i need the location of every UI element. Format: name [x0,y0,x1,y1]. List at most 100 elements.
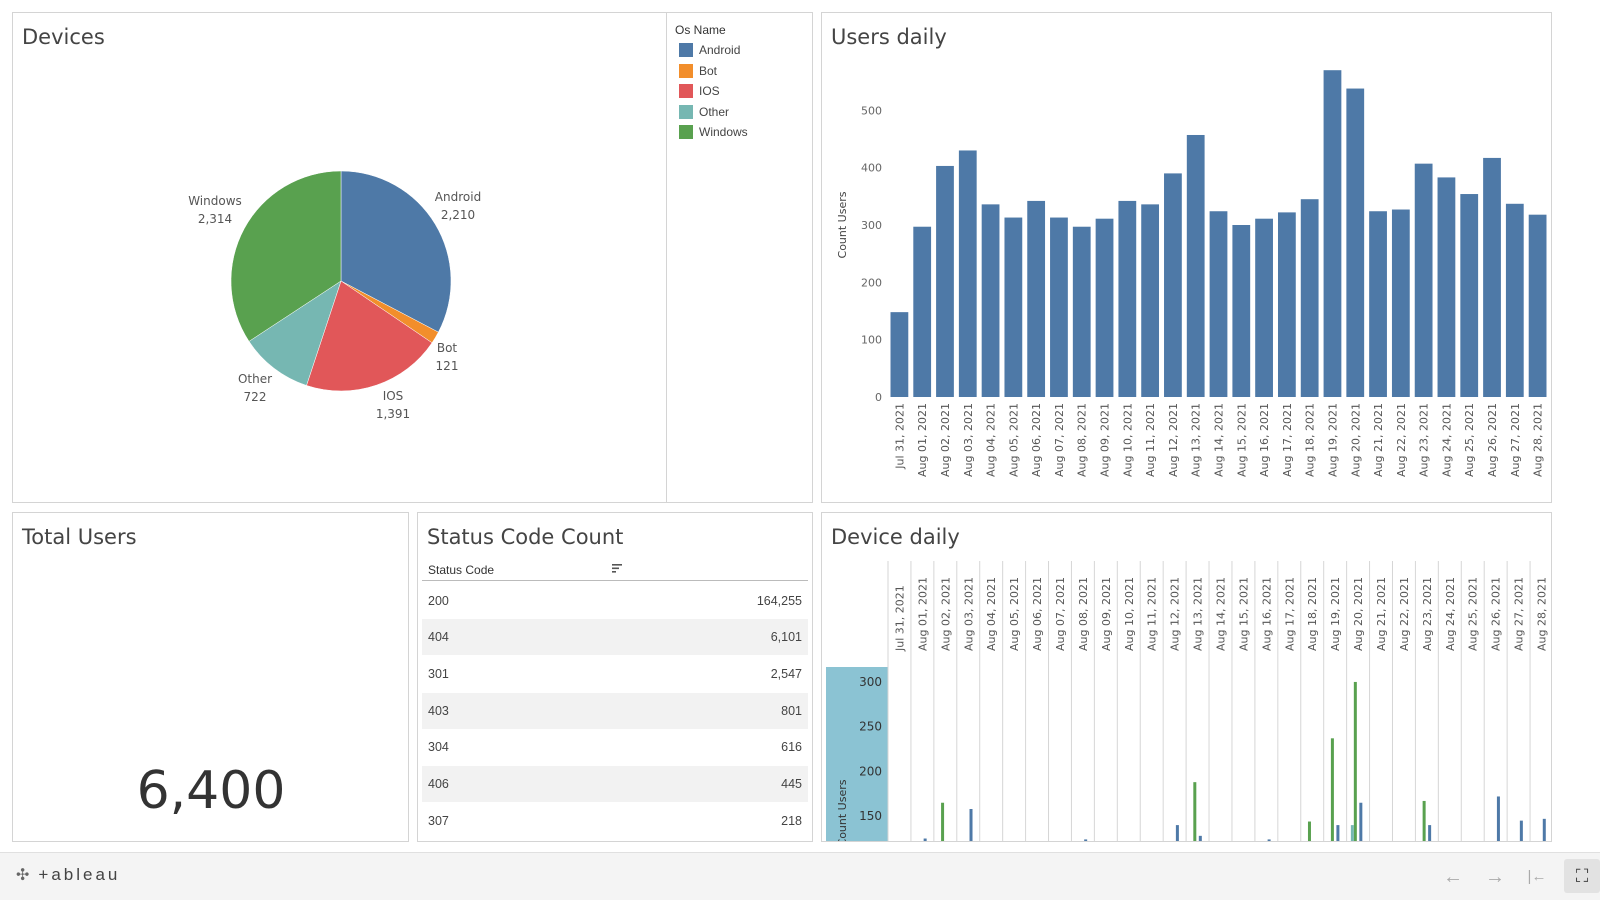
table-row[interactable]: 200 164,255 [422,583,808,619]
bar[interactable] [1323,70,1342,397]
tableau-logo[interactable]: ✣ +ableau [16,865,120,885]
bar[interactable] [1084,839,1088,842]
x-tick-label: Aug 08, 2021 [1076,403,1089,477]
bar[interactable] [1186,134,1205,397]
users-daily-bar-chart[interactable]: 0 100 200 300 400 500 Count Users Jul 31, 2021 A… [822,13,1552,503]
bar[interactable] [1004,217,1023,397]
status-code-cell: 307 [428,814,449,828]
bar[interactable] [1414,163,1433,397]
legend-item-bot[interactable]: Bot [679,64,717,78]
bar[interactable] [941,802,945,842]
bar[interactable] [1359,802,1363,842]
bar[interactable] [1519,820,1523,842]
x-tick-label: Aug 04, 2021 [985,403,998,477]
table-row[interactable]: 403 801 [422,693,808,729]
status-code-cell: 304 [428,740,449,754]
pie-slice-other[interactable] [248,280,342,386]
fullscreen-button[interactable]: ⛶ [1564,859,1600,893]
pie-slice-windows[interactable] [230,170,342,342]
y-tick-label: 300 [859,675,882,689]
bar[interactable] [923,838,927,842]
status-count-cell: 6,101 [770,630,802,644]
pie-slice-android[interactable] [340,170,452,333]
bar[interactable] [1050,217,1068,397]
x-tick-label: Aug 12, 2021 [1167,403,1180,477]
sort-icon[interactable] [610,561,624,575]
x-tick-label: Aug 21, 2021 [1372,403,1385,477]
bar[interactable] [1336,825,1340,842]
legend-item-ios[interactable]: IOS [679,84,720,98]
legend-item-windows[interactable]: Windows [679,125,748,139]
bar[interactable] [1232,225,1251,397]
bar[interactable] [1141,204,1160,397]
bar[interactable] [1422,800,1426,842]
bar[interactable] [1095,218,1114,397]
pie-label-ios-name: IOS [383,389,404,403]
tableau-toolbar: ✣ +ableau ← → |← ⛶ [0,852,1600,900]
table-row[interactable]: 404 6,101 [422,619,808,655]
bar[interactable] [1542,818,1546,842]
bar[interactable] [1164,173,1182,397]
bar[interactable] [1350,825,1354,842]
bar[interactable] [1175,825,1179,842]
bar[interactable] [1528,214,1547,397]
bar[interactable] [958,150,977,397]
device-daily-bar-chart[interactable]: 150 200 250 300 Count Users Jul 31, 2021 Aug 0… [822,513,1552,842]
x-tick-label: Aug 17, 2021 [1281,403,1294,477]
status-table-header[interactable]: Status Code [422,559,808,581]
legend-swatch [679,64,693,78]
column-header-label: Aug 11, 2021 [1146,577,1159,651]
bar[interactable] [1483,157,1501,397]
legend-swatch [679,84,693,98]
bar[interactable] [1428,825,1432,842]
bar[interactable] [1330,738,1334,842]
y-tick-label: 100 [861,334,882,347]
bar[interactable] [1391,209,1410,397]
bar[interactable] [969,809,973,842]
bar[interactable] [936,165,954,397]
table-row[interactable]: 301 2,547 [422,656,808,692]
table-row[interactable]: 406 445 [422,766,808,802]
y-tick-label: 200 [861,276,882,289]
bar[interactable] [1072,226,1091,397]
bar[interactable] [1300,199,1319,397]
legend-item-other[interactable]: Other [679,105,729,119]
bar[interactable] [1346,88,1365,398]
bar[interactable] [981,204,1000,397]
bar[interactable] [1255,218,1273,397]
revert-button[interactable]: |← [1527,868,1547,885]
table-row[interactable]: 307 218 [422,803,808,839]
column-header-label: Aug 04, 2021 [985,577,998,651]
devices-panel: Devices Android 2,210 Windows 2,314 Bot … [12,12,667,503]
x-tick-label: Aug 02, 2021 [939,403,952,477]
bar[interactable] [1460,194,1479,397]
table-row[interactable]: 304 616 [422,729,808,765]
pie-slice-ios[interactable] [306,280,433,392]
bar[interactable] [1505,203,1524,397]
bar[interactable] [1193,782,1197,842]
bar[interactable] [1118,200,1137,397]
legend-swatch [679,125,693,139]
column-header-label: Aug 01, 2021 [916,577,929,651]
bar[interactable] [1209,211,1228,397]
column-header-label: Aug 02, 2021 [939,577,952,651]
bar[interactable] [1437,177,1456,397]
devices-pie-chart[interactable]: Android 2,210 Windows 2,314 Bot 121 Othe… [13,13,667,503]
bar[interactable] [1496,796,1500,842]
redo-button[interactable]: → [1485,866,1505,888]
bar[interactable] [1198,835,1202,842]
device-daily-panel: Device daily 150 200 250 300 Count Users Jul … [821,512,1552,842]
x-tick-label: Aug 18, 2021 [1304,403,1317,477]
bar[interactable] [1027,200,1046,397]
bar[interactable] [1369,211,1387,397]
bar[interactable] [1267,839,1271,842]
legend-item-android[interactable]: Android [679,43,740,57]
undo-button[interactable]: ← [1443,866,1463,888]
bar[interactable] [1307,821,1311,842]
bar[interactable] [913,226,932,397]
bar[interactable] [890,312,909,397]
bar[interactable] [1277,212,1296,397]
bar[interactable] [1353,681,1357,842]
column-header-label: Aug 14, 2021 [1215,577,1228,651]
total-users-value: 6,400 [136,761,286,821]
